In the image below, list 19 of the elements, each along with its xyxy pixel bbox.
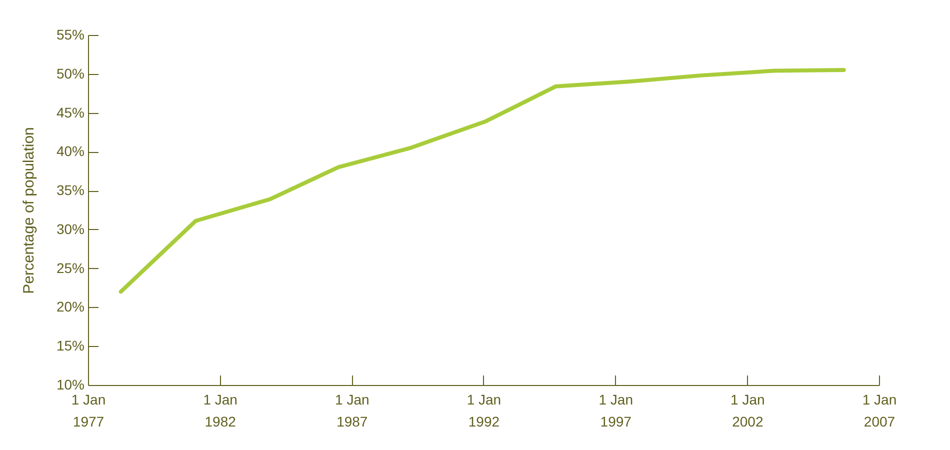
x-tick-label: 1 Jan 1982 xyxy=(203,392,238,430)
line-series xyxy=(118,68,846,294)
x-tick-label: 1 Jan 1997 xyxy=(598,392,633,430)
y-axis-title: Percentage of population xyxy=(20,127,38,294)
y-tick-label: 25% xyxy=(56,260,84,276)
y-tick-label: 50% xyxy=(56,65,84,82)
x-tick-label: 1 Jan 1977 xyxy=(71,392,106,430)
y-tick-label: 10% xyxy=(56,376,84,392)
y-tick-label: 20% xyxy=(56,298,84,315)
y-tick-label: 40% xyxy=(56,143,84,160)
y-tick-label: 15% xyxy=(56,338,84,354)
y-tick-label: 55% xyxy=(56,26,84,42)
y-tick-label: 30% xyxy=(56,220,84,237)
y-tick-label: 45% xyxy=(56,104,84,120)
y-tick-label: 35% xyxy=(56,182,84,198)
x-tick-label: 1 Jan 2007 xyxy=(862,392,897,430)
x-tick-label: 1 Jan 1992 xyxy=(466,392,502,430)
x-tick-label: 1 Jan 2002 xyxy=(730,392,765,430)
x-tick-label: 1 Jan 1987 xyxy=(335,392,370,430)
